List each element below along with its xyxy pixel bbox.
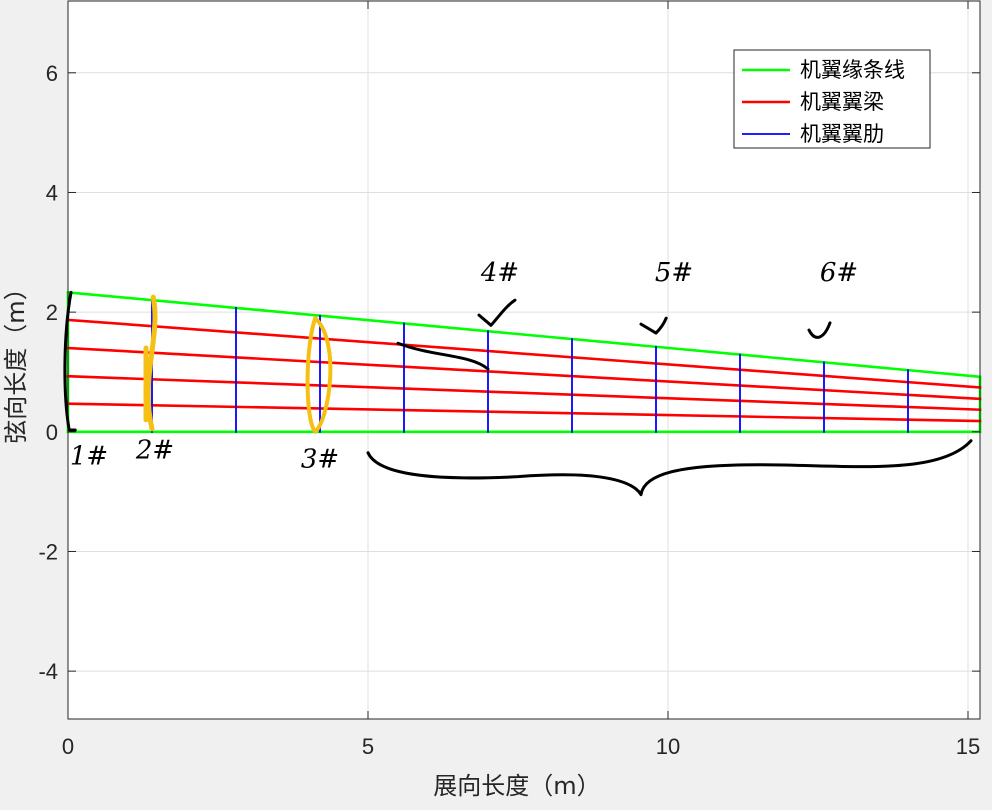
legend-entry-label: 机翼缘条线	[800, 58, 905, 82]
rib-4-stroke	[396, 341, 490, 371]
rib-label: 5#	[655, 258, 693, 288]
series-line-segment	[66, 346, 982, 401]
y-tick-label: 2	[46, 300, 58, 325]
x-tick-label: 15	[956, 734, 980, 759]
y-tick-label: -2	[38, 539, 58, 564]
y-tick-label: 6	[46, 61, 58, 86]
y-axis-label: 弦向长度（m）	[2, 276, 30, 443]
x-tick-label: 10	[656, 734, 680, 759]
rib-2-highlight	[143, 294, 158, 432]
legend-entry-label: 机翼翼肋	[800, 122, 884, 146]
rib-4-check	[477, 298, 517, 327]
series-line-segment	[66, 290, 982, 379]
rib-6-check	[807, 321, 832, 339]
y-tick-label: 0	[46, 420, 58, 445]
rib-1-bracket	[63, 290, 77, 432]
plot-frame	[67, 0, 981, 720]
ribs-4-to-10-brace	[366, 439, 973, 497]
rib-label: 1#	[70, 442, 108, 472]
legend-entry-label: 机翼翼梁	[800, 90, 884, 114]
series-line-segment	[66, 374, 982, 412]
rib-label: 4#	[480, 258, 519, 288]
rib-label: 3#	[301, 445, 339, 475]
handwritten-annotations: 1# 2# 3# 4# 5# 6#	[63, 258, 973, 497]
rib-label: 6#	[820, 258, 858, 288]
rib-3-highlight	[305, 316, 333, 434]
axis-ticks: 0 5 10 15 -4 -2 0 2 4 6	[38, 1, 980, 759]
x-tick-label: 0	[62, 734, 74, 759]
y-tick-label: 4	[46, 180, 58, 205]
legend-box	[733, 49, 931, 149]
series-line-segment	[66, 318, 982, 389]
y-tick-label: -4	[38, 659, 58, 684]
series-line-segment	[66, 402, 982, 423]
x-tick-label: 5	[362, 734, 374, 759]
series-2	[66, 318, 982, 423]
rib-label: 2#	[135, 436, 174, 466]
x-axis-label: 展向长度（m）	[433, 772, 600, 800]
rib-5-check	[639, 316, 668, 335]
